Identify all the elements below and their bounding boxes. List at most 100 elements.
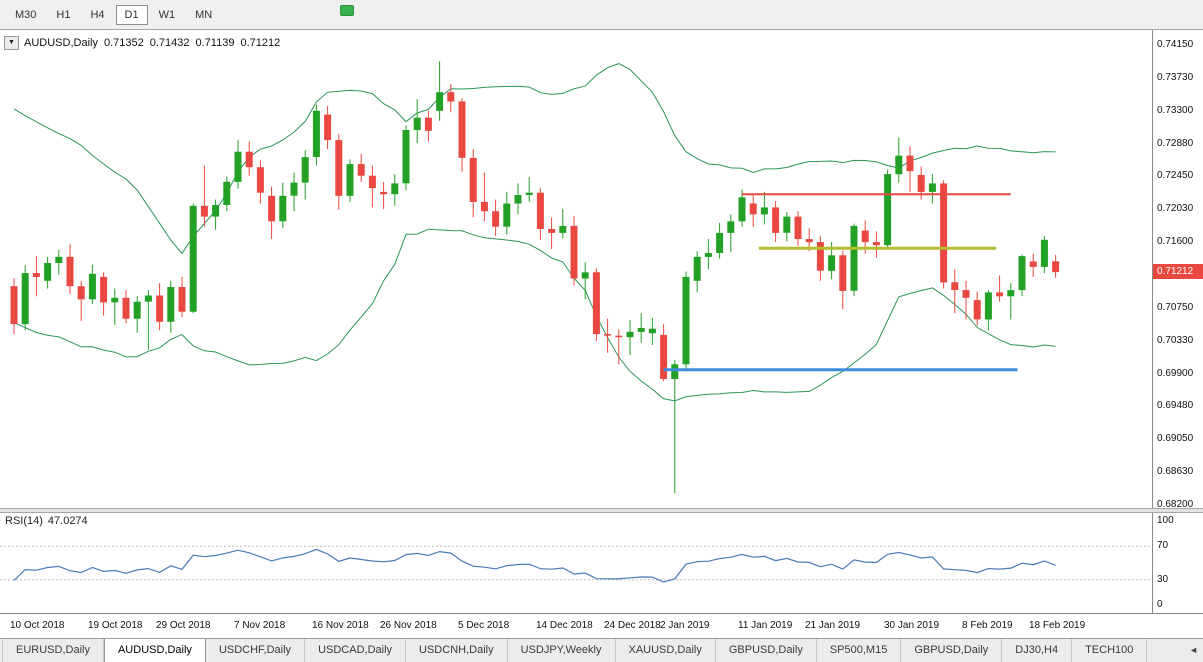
- candle-body: [604, 334, 612, 336]
- chart-tab-tech100[interactable]: TECH100: [1072, 639, 1148, 662]
- price-axis-label: 0.70330: [1157, 335, 1194, 346]
- timeframe-button-mn[interactable]: MN: [195, 8, 213, 21]
- timeframe-button-d1[interactable]: D1: [115, 4, 148, 25]
- candle-body: [1018, 256, 1026, 291]
- candle-body: [716, 232, 724, 253]
- rsi-title: RSI(14) 47.0274: [5, 515, 93, 527]
- price-axis-label: 0.68200: [1157, 499, 1194, 510]
- chart-tab-audusd-daily[interactable]: AUDUSD,Daily: [103, 639, 206, 662]
- candle-body: [536, 192, 544, 229]
- candle-body: [895, 155, 903, 175]
- candle-body: [324, 114, 332, 141]
- candle-body: [1007, 290, 1015, 297]
- rsi-line: [13, 548, 1056, 583]
- candle-body: [55, 256, 63, 263]
- candle-body: [245, 151, 253, 168]
- chart-tab-gbpusd-daily[interactable]: GBPUSD,Daily: [716, 639, 817, 662]
- candle-body: [21, 273, 29, 325]
- time-axis-label: 7 Nov 2018: [234, 620, 286, 631]
- candle-body: [447, 92, 455, 102]
- candle-body: [212, 205, 220, 217]
- candle-body: [469, 157, 477, 202]
- candle-body: [626, 331, 634, 338]
- candle-body: [928, 183, 936, 192]
- chart-tab-usdchf-daily[interactable]: USDCHF,Daily: [206, 639, 306, 662]
- chart-tab-dj30-h4[interactable]: DJ30,H4: [1002, 639, 1073, 662]
- time-axis-label: 10 Oct 2018: [10, 620, 65, 631]
- time-axis[interactable]: 10 Oct 2018 19 Oct 2018 29 Oct 2018 7 Nov 2…: [0, 613, 1203, 638]
- main-chart-plot[interactable]: [0, 30, 1152, 508]
- price-axis-label: 0.72030: [1157, 203, 1194, 214]
- candle-body: [514, 195, 522, 204]
- time-axis-label: 11 Jan 2019: [738, 620, 793, 631]
- bollinger-upper-band: [13, 63, 1056, 255]
- price-axis-label: 0.70750: [1157, 302, 1194, 313]
- chart-tab-xauusd-daily[interactable]: XAUUSD,Daily: [616, 639, 716, 662]
- bollinger-lower-band: [13, 228, 1056, 402]
- chart-tab-sp500-m15[interactable]: SP500,M15: [817, 639, 902, 662]
- chart-tab-usdcnh-daily[interactable]: USDCNH,Daily: [406, 639, 508, 662]
- candle-body: [648, 328, 656, 334]
- candle-body: [749, 203, 757, 215]
- rsi-axis-label: 70: [1157, 540, 1169, 551]
- candle-body: [380, 191, 388, 195]
- timeframe-toolbar: M30 H1 H4 D1 W1 MN: [0, 0, 1203, 30]
- candle-body: [839, 255, 847, 291]
- chart-tab-usdcad-daily[interactable]: USDCAD,Daily: [305, 639, 407, 662]
- time-axis-label: 24 Dec 2018: [604, 620, 661, 631]
- ohlc-open: 0.71352: [103, 37, 144, 49]
- candle-body: [133, 301, 141, 319]
- candle-body: [940, 183, 948, 283]
- candle-body: [156, 295, 164, 322]
- timeframe-button-w1[interactable]: W1: [158, 8, 176, 21]
- price-axis[interactable]: 0.74150 0.73730 0.73300 0.72880 0.72450 0.720…: [1152, 30, 1203, 510]
- candle-body: [525, 192, 533, 195]
- candle-body: [637, 328, 645, 332]
- chart-tab-eurusd-daily[interactable]: EURUSD,Daily: [2, 639, 104, 662]
- candle-body: [828, 255, 836, 271]
- candle-body: [760, 207, 768, 215]
- candle-body: [805, 239, 813, 243]
- candles-series: [10, 61, 1060, 494]
- rsi-indicator-plot[interactable]: [0, 513, 1152, 613]
- timeframe-button-h1[interactable]: H1: [56, 8, 71, 21]
- candle-body: [861, 230, 869, 243]
- time-axis-label: 2 Jan 2019: [660, 620, 710, 631]
- price-axis-label: 0.71600: [1157, 236, 1194, 247]
- chart-window: ▼ AUDUSD,Daily 0.71352 0.71432 0.71139 0.712…: [0, 30, 1203, 638]
- timeframe-button-h4[interactable]: H4: [90, 8, 105, 21]
- candle-body: [357, 164, 365, 176]
- candle-body: [88, 273, 96, 300]
- chart-window-menu-icon[interactable]: ▼: [4, 36, 19, 50]
- chart-tab-usdjpy-weekly[interactable]: USDJPY,Weekly: [508, 639, 616, 662]
- rsi-current-value: 47.0274: [47, 515, 88, 527]
- toolbar-green-icon[interactable]: [340, 5, 354, 16]
- pane-splitter[interactable]: [0, 508, 1203, 513]
- time-axis-label: 19 Oct 2018: [88, 620, 143, 631]
- candle-body: [346, 164, 354, 196]
- candle-body: [256, 167, 264, 193]
- candle-body: [100, 276, 108, 303]
- candle-body: [738, 197, 746, 222]
- candle-body: [984, 292, 992, 320]
- candle-body: [727, 221, 735, 233]
- candle-body: [671, 364, 679, 379]
- time-axis-label: 8 Feb 2019: [962, 620, 1013, 631]
- time-axis-label: 5 Dec 2018: [458, 620, 510, 631]
- tab-scroll-left-icon[interactable]: ◄: [1187, 645, 1200, 655]
- candle-body: [144, 295, 152, 302]
- ohlc-close: 0.71212: [240, 37, 281, 49]
- chart-tab-gbpusd-daily[interactable]: GBPUSD,Daily: [901, 639, 1003, 662]
- candle-body: [167, 287, 175, 322]
- timeframe-button-m30[interactable]: M30: [15, 8, 37, 21]
- price-axis-label: 0.68630: [1157, 466, 1194, 477]
- candle-body: [122, 297, 130, 319]
- rsi-label: RSI(14): [5, 515, 43, 527]
- candle-body: [660, 334, 668, 379]
- price-axis-label: 0.73730: [1157, 72, 1194, 83]
- candle-body: [592, 272, 600, 335]
- candle-body: [973, 300, 981, 320]
- candle-body: [704, 253, 712, 257]
- rsi-axis-label: 100: [1157, 515, 1174, 526]
- candle-body: [480, 201, 488, 212]
